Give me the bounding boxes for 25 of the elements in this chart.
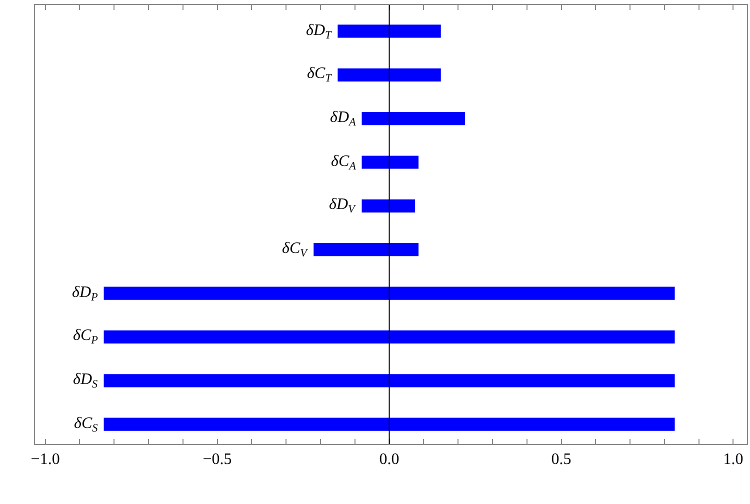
y-tick-label: δC$_{S}$ [74,415,98,434]
bar [104,374,675,388]
bar [338,68,441,82]
bar [362,112,465,126]
y-tick-label: δC$_{T}$ [307,65,332,84]
bar [338,24,441,38]
y-tick-label: δD$_{V}$ [329,196,356,216]
bar [104,418,675,431]
bar [362,199,416,212]
bar [104,286,675,300]
bar [104,330,675,344]
y-tick-label: δC$_{V}$ [282,240,308,260]
bar [362,156,419,169]
y-tick-label: δD$_{S}$ [73,371,98,390]
x-tick-label: 0.0 [379,451,400,468]
y-tick-label: δD$_{A}$ [330,109,356,128]
x-tick-label: −0.5 [202,451,232,468]
y-tick-label: δC$_{A}$ [331,153,356,172]
x-tick-label: −1.0 [30,451,60,468]
x-tick-label: 1.0 [723,451,744,468]
y-tick-label: δC$_{P}$ [73,327,98,346]
bar [314,243,419,256]
x-tick-label: 0.5 [551,451,572,468]
y-tick-label: δD$_{P}$ [72,284,98,304]
y-tick-label: δD$_{T}$ [306,22,332,42]
